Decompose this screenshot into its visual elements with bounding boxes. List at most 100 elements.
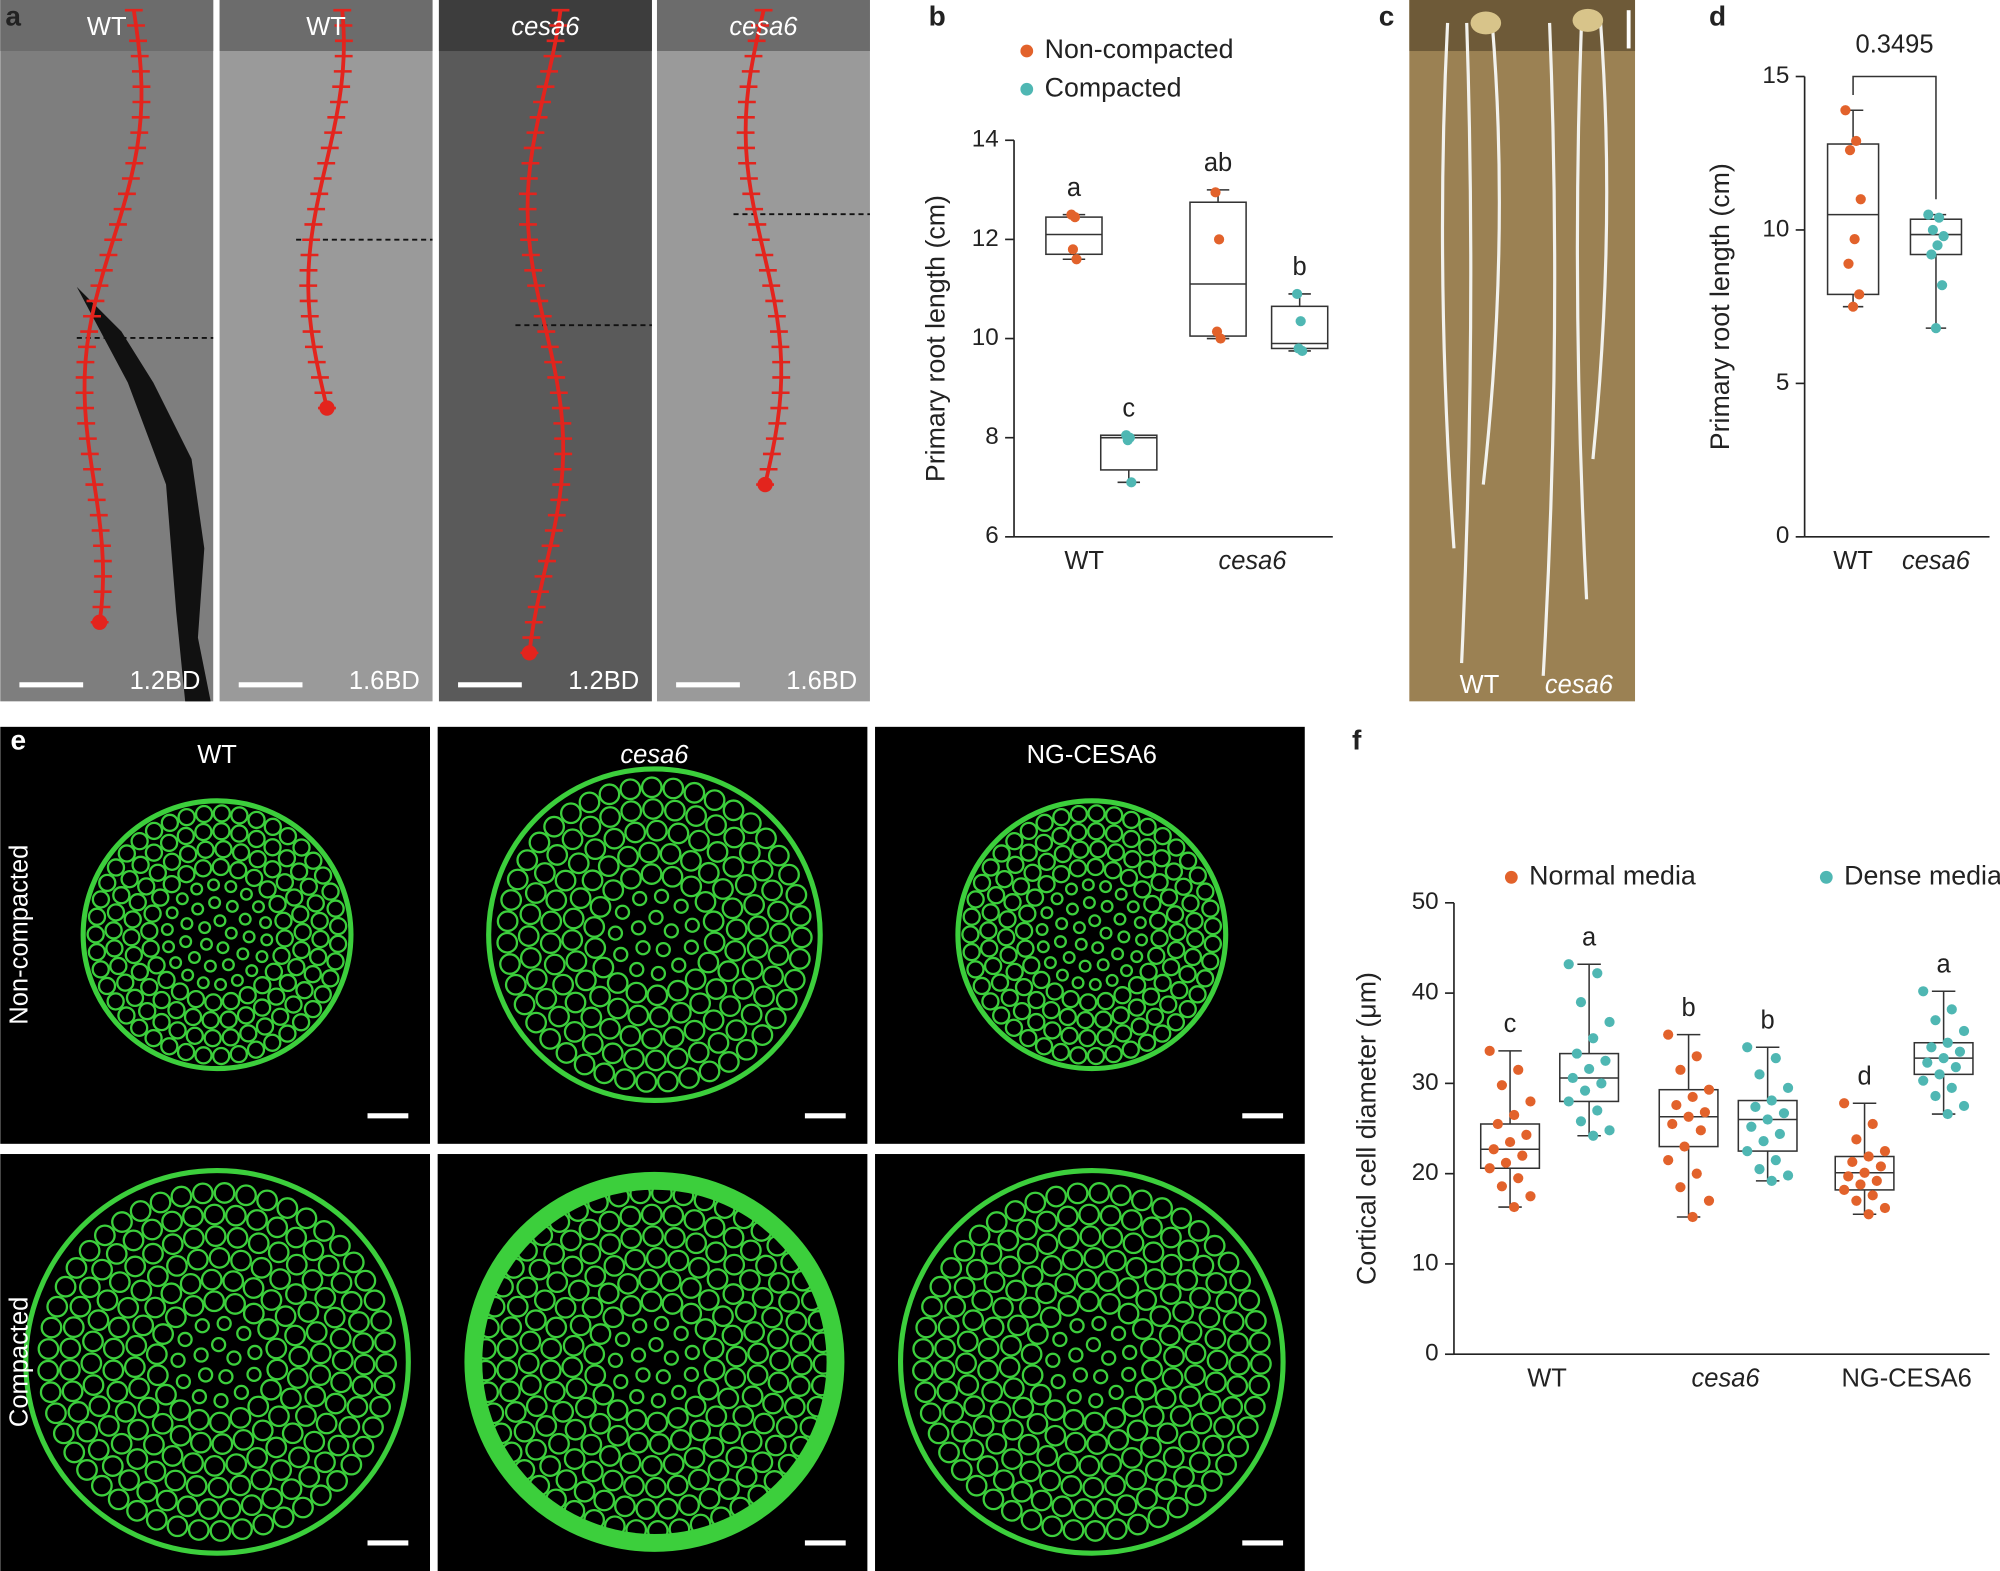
cell (602, 1306, 625, 1329)
cell (232, 1429, 255, 1451)
cell (965, 1474, 988, 1497)
cell (199, 937, 213, 951)
cell (539, 1455, 562, 1477)
data-point (1563, 1096, 1574, 1107)
cell (1078, 1028, 1097, 1048)
cell (741, 1385, 764, 1408)
cell (285, 1226, 308, 1249)
cell (1178, 999, 1197, 1019)
data-point (1847, 1156, 1858, 1168)
data-point (1934, 1069, 1945, 1080)
cell (724, 1367, 747, 1389)
cell (981, 903, 1000, 922)
cell (1057, 1227, 1080, 1250)
cell (260, 933, 274, 947)
data-point (1683, 1111, 1694, 1122)
cell (194, 1318, 210, 1334)
data-point (1210, 187, 1221, 198)
stele (211, 929, 223, 940)
cell (641, 1027, 663, 1050)
cell (619, 1025, 642, 1047)
cell (228, 861, 248, 880)
cell (659, 1270, 682, 1292)
data-point (1927, 224, 1939, 236)
cell (303, 999, 323, 1019)
cell (176, 826, 195, 846)
panel-label: c (1379, 0, 1395, 31)
cell (642, 1225, 664, 1248)
cell (1138, 817, 1157, 837)
cell (620, 1294, 642, 1317)
data-point (1691, 1051, 1702, 1062)
cell (666, 1406, 689, 1429)
cell (236, 1325, 252, 1342)
cell (540, 1337, 563, 1360)
column-label: NG-CESA6 (1027, 741, 1157, 769)
cell (1104, 1044, 1123, 1064)
cell (613, 946, 629, 963)
cell (543, 1242, 566, 1265)
cell (177, 864, 196, 884)
cell (131, 855, 150, 875)
cell (97, 976, 117, 996)
cell (1062, 951, 1076, 965)
cell (667, 822, 690, 845)
cell (640, 863, 663, 885)
cell (1153, 973, 1172, 993)
root-tip (319, 400, 335, 416)
cell (112, 886, 131, 905)
cell (1152, 849, 1171, 868)
cell (914, 1381, 937, 1404)
cell (669, 1429, 692, 1451)
cell (673, 1325, 689, 1342)
cell (1141, 1216, 1163, 1239)
cell (519, 903, 542, 926)
cell (1121, 1366, 1137, 1383)
cell (968, 1224, 991, 1247)
cell (1206, 1349, 1229, 1372)
y-tick-label: 15 (1762, 62, 1789, 89)
data-point (1703, 1195, 1715, 1206)
cell (656, 1497, 679, 1520)
cell (76, 1420, 99, 1443)
cell (1151, 1197, 1174, 1219)
data-point (1742, 1145, 1753, 1157)
cell (644, 1049, 667, 1072)
cell (146, 1364, 169, 1387)
cell (216, 1315, 232, 1332)
cell (663, 1350, 679, 1366)
cell (574, 969, 597, 992)
data-point (1770, 1052, 1781, 1064)
cell (614, 1068, 636, 1091)
cell (88, 1395, 111, 1418)
cell (229, 1474, 252, 1497)
cell (721, 897, 744, 920)
cell (144, 843, 164, 862)
legend-label: Normal media (1529, 860, 1696, 890)
cell (116, 973, 135, 992)
cell (274, 1305, 297, 1328)
cell (961, 925, 980, 944)
cell (619, 1452, 642, 1475)
y-tick-label: 50 (1412, 888, 1439, 915)
cell (661, 1293, 684, 1315)
data-point (1851, 1134, 1862, 1145)
cell (1164, 862, 1184, 881)
cell (762, 1392, 784, 1415)
cell (662, 777, 685, 800)
cell (1111, 1006, 1130, 1025)
cell (177, 1331, 193, 1348)
y-tick-label: 6 (985, 522, 998, 549)
cell (255, 1017, 275, 1036)
data-point (1492, 1118, 1503, 1130)
cell (305, 1321, 328, 1343)
cell (653, 1315, 670, 1332)
cell (353, 1353, 376, 1376)
cell (142, 1242, 164, 1265)
cell (972, 976, 991, 996)
cell (579, 815, 602, 838)
cell (267, 1241, 290, 1264)
cell (263, 817, 283, 837)
root (1460, 22, 1473, 664)
cell (328, 916, 348, 936)
